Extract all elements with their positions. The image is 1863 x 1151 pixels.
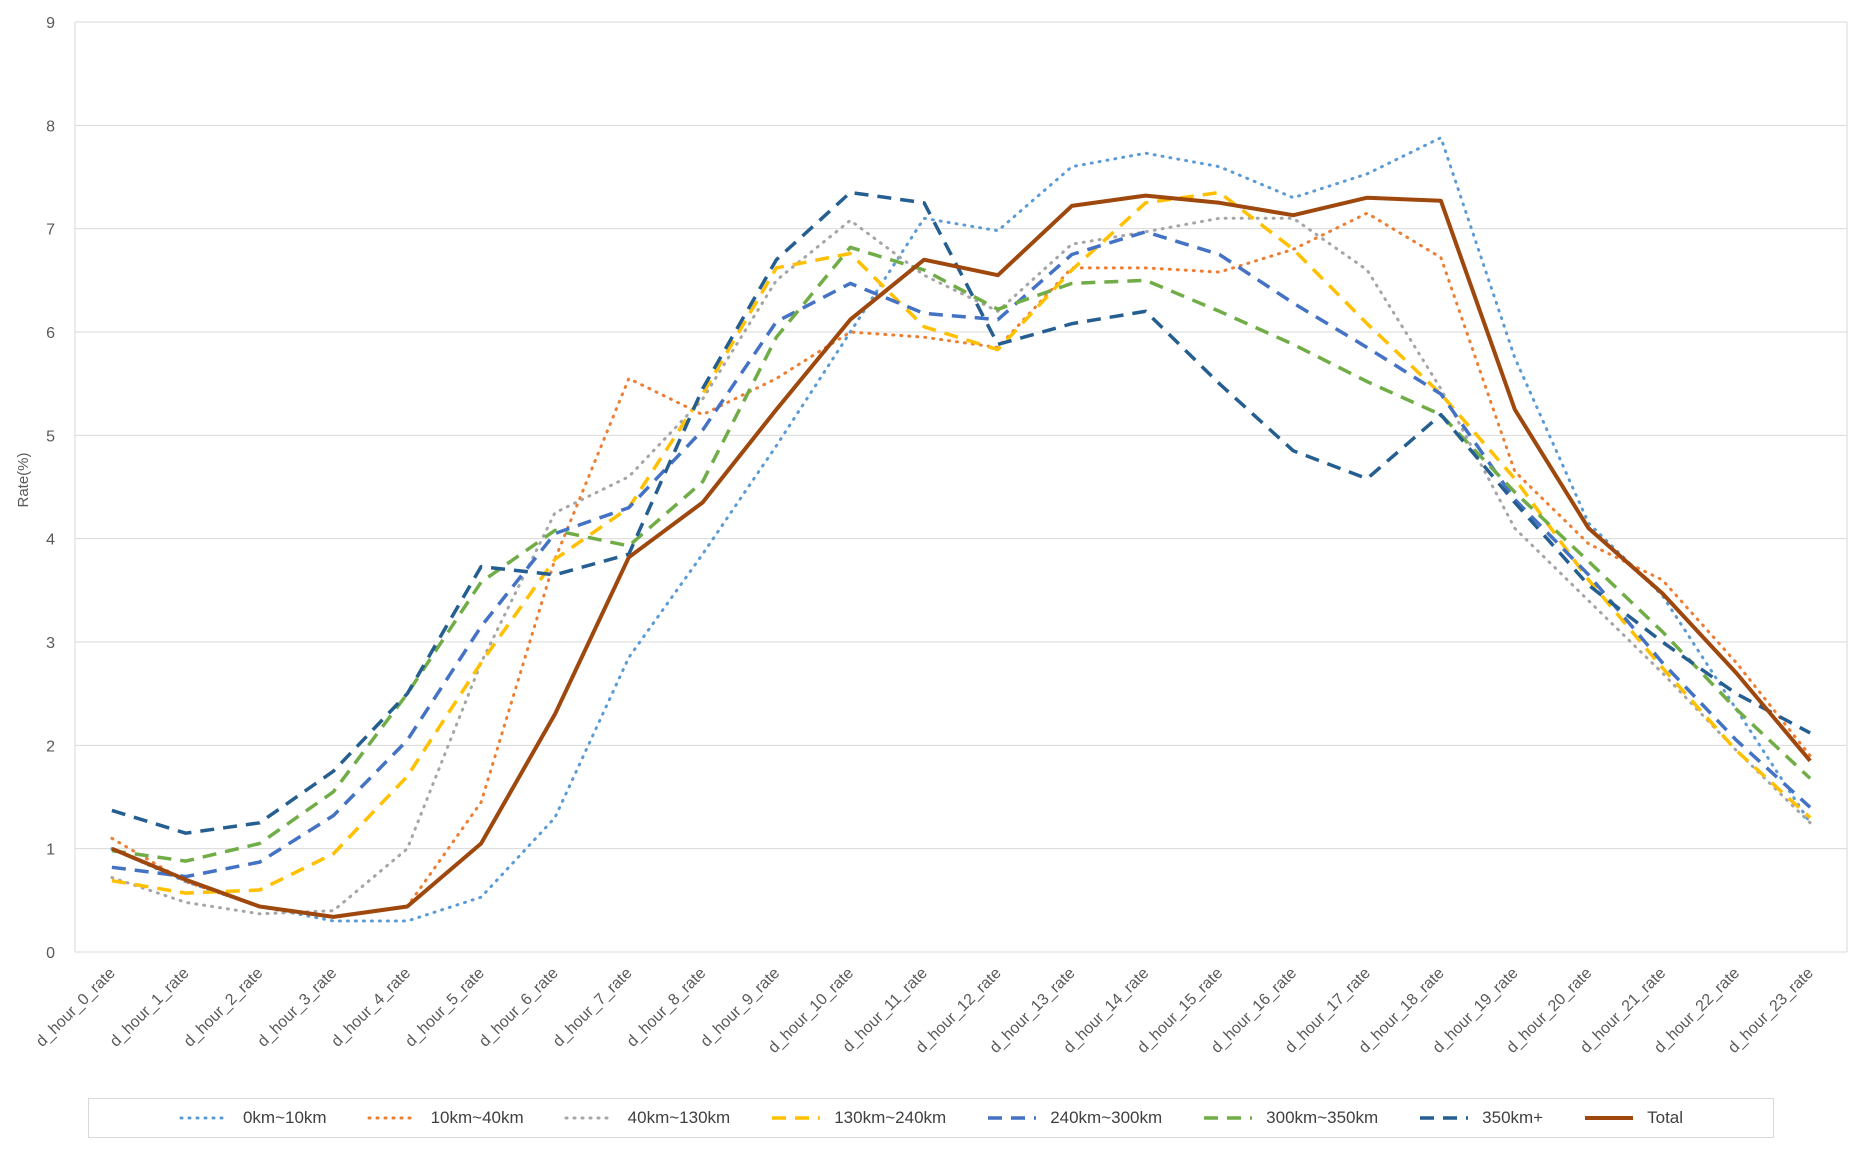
legend-item: Total (1583, 1108, 1683, 1128)
series-line-7 (111, 193, 1812, 919)
series-line-6 (111, 190, 1811, 835)
x-tick-label: d_hour_2_rate (181, 965, 267, 1051)
y-tick-label: 9 (46, 15, 55, 32)
x-tick-label: d_hour_4_rate (328, 965, 414, 1051)
legend-item: 130km~240km (770, 1108, 946, 1128)
x-axis-ticks: d_hour_0_rated_hour_1_rated_hour_2_rated… (33, 965, 1817, 1057)
series-lines (110, 136, 1812, 923)
x-tick-label: d_hour_0_rate (33, 965, 119, 1051)
series-line-5 (111, 245, 1812, 863)
chart-legend: 0km~10km 10km~40km 40km~130km 130km~240km 24… (88, 1098, 1774, 1138)
legend-swatch (988, 1116, 1037, 1120)
series-line-2 (110, 216, 1812, 916)
legend-swatch (564, 1116, 616, 1120)
x-tick-label: d_hour_1_rate (107, 965, 193, 1051)
y-tick-label: 6 (46, 325, 55, 342)
series-line-4 (111, 230, 1812, 879)
legend-item: 40km~130km (564, 1108, 731, 1128)
y-tick-label: 8 (46, 118, 55, 135)
gridlines (74, 21, 1848, 953)
legend-label: 10km~40km (430, 1108, 524, 1127)
series-line-0 (110, 136, 1812, 923)
y-tick-label: 4 (46, 532, 55, 549)
legend-item: 350km+ (1418, 1108, 1543, 1128)
x-tick-label: d_hour_3_rate (255, 965, 341, 1051)
y-tick-label: 7 (46, 222, 55, 239)
legend-item: 0km~10km (179, 1108, 327, 1128)
legend-label: 40km~130km (627, 1108, 731, 1127)
legend-swatch (179, 1116, 231, 1120)
legend-swatch (1204, 1116, 1253, 1120)
legend-swatch (1420, 1116, 1469, 1120)
x-tick-label: d_hour_7_rate (550, 965, 636, 1051)
y-tick-label: 1 (46, 842, 55, 859)
legend-label: 130km~240km (834, 1108, 947, 1127)
y-tick-label: 2 (46, 738, 55, 755)
legend-item: 10km~40km (367, 1108, 524, 1128)
series-line-3 (111, 190, 1812, 895)
y-tick-label: 0 (46, 945, 55, 962)
x-tick-label: d_hour_9_rate (698, 965, 784, 1051)
y-axis-ticks: 0 1 2 3 4 5 6 7 8 9 (46, 15, 55, 962)
x-tick-label: d_hour_8_rate (624, 965, 710, 1051)
legend-swatch (772, 1116, 821, 1120)
series-line-1 (110, 211, 1812, 919)
y-axis-label: Rate(%) (15, 452, 32, 507)
x-tick-label: d_hour_6_rate (476, 965, 562, 1051)
legend-label: 0km~10km (242, 1108, 327, 1127)
x-tick-label: d_hour_5_rate (402, 965, 488, 1051)
y-tick-label: 5 (46, 428, 55, 445)
y-tick-label: 3 (46, 635, 55, 652)
legend-swatch (367, 1116, 419, 1120)
legend-swatch (1585, 1116, 1634, 1120)
legend-item: 300km~350km (1202, 1108, 1378, 1128)
legend-label: 350km+ (1482, 1108, 1544, 1127)
legend-label: Total (1647, 1108, 1684, 1127)
legend-label: 240km~300km (1050, 1108, 1163, 1127)
legend-label: 300km~350km (1266, 1108, 1379, 1127)
legend-item: 240km~300km (986, 1108, 1162, 1128)
